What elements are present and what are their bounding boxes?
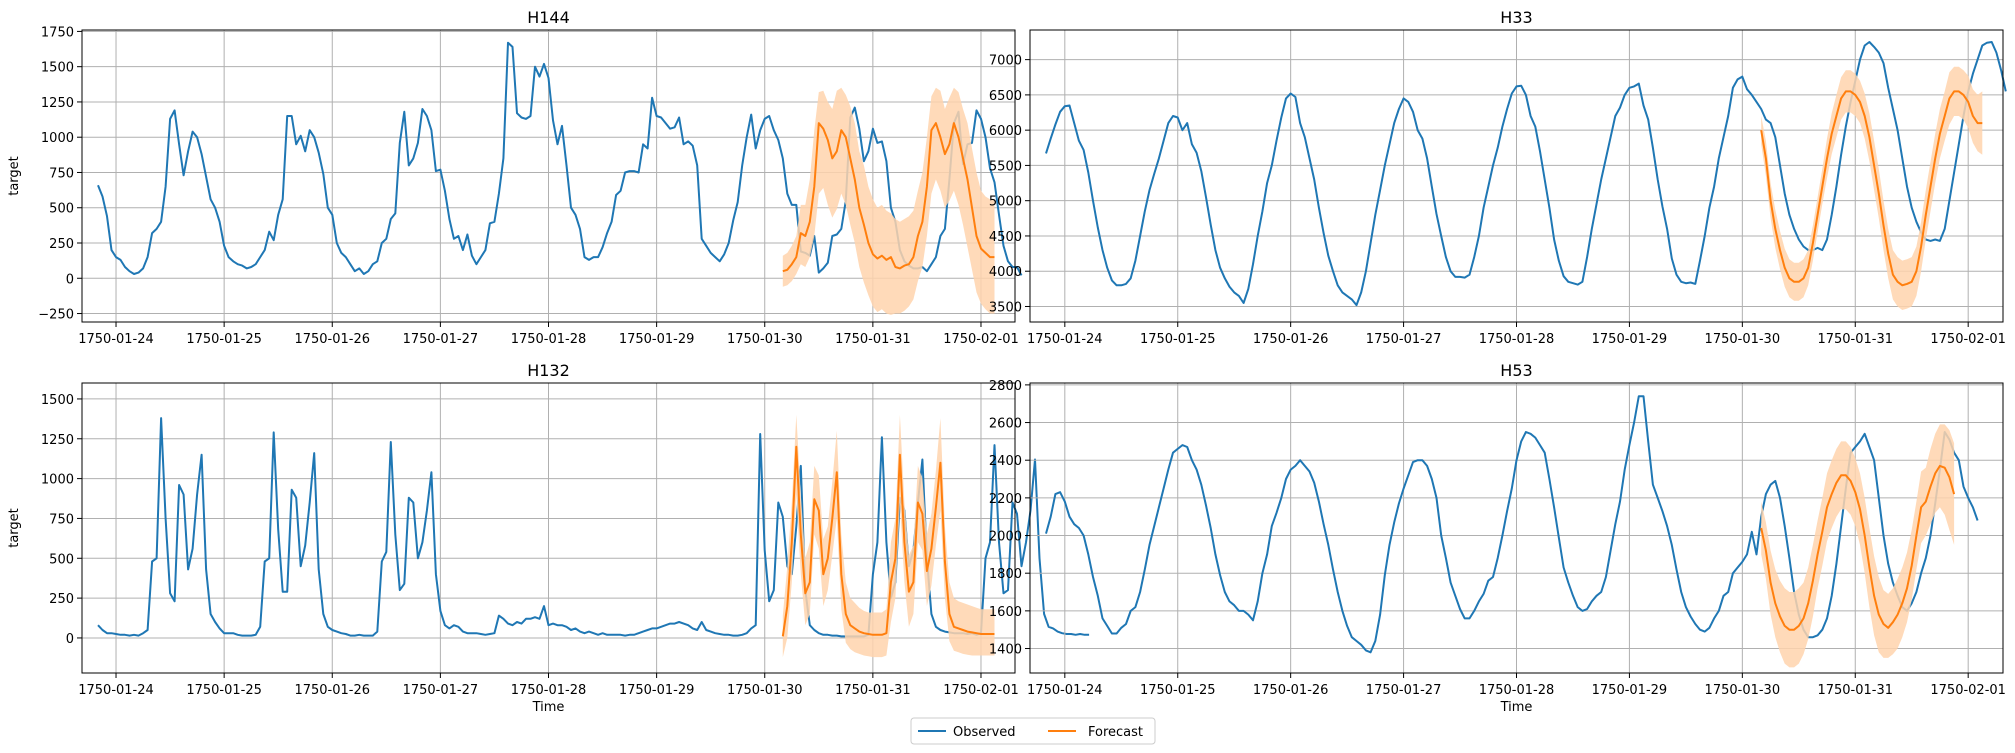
legend-box [910,717,1156,745]
x-tick-label: 1750-01-30 [1705,683,1781,698]
x-tick-label: 1750-01-25 [186,683,262,698]
panel-h144: 1750-01-24 1750-01-25 1750-01-26 1750-01-27… [7,8,1023,347]
x-tick-label: 1750-01-27 [1366,332,1442,347]
panel-title: H53 [1500,361,1532,380]
x-tick-label: 1750-01-29 [1592,683,1668,698]
y-tick-label: 500 [49,202,74,217]
y-tick-label: 4000 [989,265,1022,280]
x-tick-label: 1750-01-27 [1366,683,1442,698]
x-tick-label: 1750-01-29 [619,332,695,347]
y-tick-label: 7000 [989,54,1022,69]
x-tick-label: 1750-01-24 [78,332,154,347]
forecast-line [1760,464,1956,631]
x-tick-label: 1750-01-30 [727,332,803,347]
observed-line [1045,395,1979,654]
panel-h132: 1750-01-24 1750-01-25 1750-01-26 1750-01-27… [7,361,1090,715]
forecast-line [781,445,995,637]
x-tick-label: 1750-01-29 [619,683,695,698]
x-tick-label: 1750-01-25 [1140,332,1216,347]
y-tick-label: 750 [49,166,74,181]
y-tick-label: 500 [49,552,74,567]
y-tick-label: 2000 [989,530,1022,545]
x-tick-label: 1750-01-27 [403,332,479,347]
y-tick-label: 3500 [989,300,1022,315]
x-tick-label: 1750-02-01 [943,683,1019,698]
y-tick-label: 1600 [989,605,1022,620]
x-tick-label: 1750-01-28 [511,683,587,698]
y-tick-label: 5000 [989,195,1022,210]
x-tick-label: 1750-01-26 [294,332,370,347]
observed-line [97,417,1090,638]
y-tick-label: 0 [66,272,74,287]
y-tick-label: 2800 [989,379,1022,394]
y-axis-label: target [7,156,22,196]
x-tick-label: 1750-01-30 [1705,332,1781,347]
y-tick-label: 0 [66,632,74,647]
y-axis-label: target [7,508,22,548]
x-tick-label: 1750-01-28 [511,332,587,347]
forecast-line [1760,90,1983,287]
y-tick-label: 2600 [989,417,1022,432]
x-tick-label: 1750-01-24 [78,683,154,698]
panel-title: H33 [1500,8,1532,27]
x-axis-label: Time [1500,700,1533,715]
x-tick-label: 1750-01-28 [1479,683,1555,698]
y-tick-label: 5500 [989,159,1022,174]
y-tick-label: 1250 [41,433,74,448]
forecast-interval-band [1761,424,1955,668]
x-tick-label: 1750-02-01 [943,332,1019,347]
observed-line [97,41,1023,276]
x-tick-label: 1750-01-24 [1027,332,1103,347]
y-tick-label: 1000 [41,473,74,488]
x-tick-label: 1750-01-29 [1592,332,1668,347]
y-tick-label: 2400 [989,454,1022,469]
y-tick-label: 1500 [41,61,74,76]
x-tick-label: 1750-01-26 [1253,683,1329,698]
panel-h33: 1750-01-24 1750-01-25 1750-01-26 1750-01-27… [989,8,2007,347]
y-tick-label: 250 [49,592,74,607]
legend-forecast-label: Forecast [1088,725,1143,740]
x-tick-label: 1750-01-31 [1817,683,1893,698]
x-tick-label: 1750-01-31 [1817,332,1893,347]
y-tick-label: 1800 [989,567,1022,582]
x-tick-label: 1750-02-01 [1930,683,2006,698]
y-tick-label: 6500 [989,89,1022,104]
panel-title: H132 [527,361,570,380]
observed-line [1045,41,2007,307]
panel-h53: 1750-01-24 1750-01-25 1750-01-26 1750-01-27… [989,361,2006,715]
y-tick-label: 6000 [989,124,1022,139]
y-tick-label: 1000 [41,131,74,146]
x-tick-label: 1750-01-26 [1253,332,1329,347]
x-tick-label: 1750-01-28 [1479,332,1555,347]
y-tick-label: 1500 [41,393,74,408]
forecast-interval-band [1761,66,1983,310]
y-tick-label: 1750 [41,25,74,40]
x-tick-label: 1750-01-31 [835,683,911,698]
x-tick-label: 1750-01-31 [835,332,911,347]
y-tick-label: 4500 [989,230,1022,245]
forecast-line [782,122,995,273]
y-tick-label: −250 [38,308,74,323]
x-tick-label: 1750-01-26 [294,683,370,698]
y-tick-label: 250 [49,237,74,252]
x-tick-label: 1750-01-25 [1140,683,1216,698]
x-tick-label: 1750-01-25 [186,332,262,347]
x-tick-label: 1750-01-24 [1027,683,1103,698]
x-tick-label: 1750-02-01 [1930,332,2006,347]
panels: 1750-01-24 1750-01-25 1750-01-26 1750-01-27… [7,8,2007,715]
x-tick-label: 1750-01-27 [403,683,479,698]
legend-observed-label: Observed [953,725,1016,740]
y-tick-label: 2200 [989,492,1022,507]
x-axis-label: Time [532,700,565,715]
y-tick-label: 1400 [989,643,1022,658]
legend: Observed Forecast [910,717,1156,745]
y-tick-label: 750 [49,512,74,527]
y-tick-label: 1250 [41,96,74,111]
x-tick-label: 1750-01-30 [727,683,803,698]
panel-title: H144 [527,8,570,27]
